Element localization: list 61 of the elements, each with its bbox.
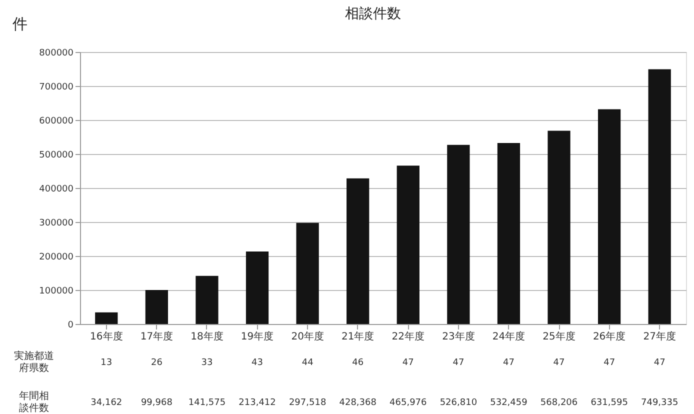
x-tick-label: 22年度 bbox=[392, 330, 425, 342]
bar bbox=[548, 130, 570, 324]
bar bbox=[246, 251, 269, 324]
bar bbox=[497, 142, 520, 324]
bar bbox=[196, 276, 218, 324]
bar bbox=[396, 166, 420, 324]
y-tick-label: 100000 bbox=[39, 286, 74, 296]
data-label: 297,518 bbox=[288, 398, 326, 408]
data-label: 568,206 bbox=[540, 398, 578, 408]
bar bbox=[145, 290, 168, 324]
x-tick-label: 20年度 bbox=[291, 330, 324, 342]
y-tick-label: 600000 bbox=[39, 116, 74, 126]
text: 47 bbox=[452, 358, 464, 368]
text: 47 bbox=[553, 358, 565, 368]
y-tick-label: 300000 bbox=[39, 218, 74, 228]
text: 47 bbox=[604, 358, 616, 368]
text: 年間相談件数 bbox=[19, 390, 49, 414]
data-label: 749,335 bbox=[640, 398, 678, 408]
text: 47 bbox=[503, 358, 514, 368]
data-label: 213,412 bbox=[238, 398, 276, 408]
text: 33 bbox=[201, 358, 213, 368]
x-tick-label: 26年度 bbox=[592, 330, 626, 342]
data-label: 428,368 bbox=[339, 398, 377, 408]
text: 26 bbox=[150, 358, 163, 368]
y-tick-label: 800000 bbox=[39, 48, 74, 58]
data-label: 99,968 bbox=[140, 398, 173, 408]
bar bbox=[648, 69, 671, 324]
x-tick-label: 21年度 bbox=[341, 330, 374, 342]
y-tick-label: 400000 bbox=[39, 184, 74, 194]
text: 13 bbox=[100, 358, 112, 368]
bar bbox=[296, 222, 319, 324]
data-label: 532,459 bbox=[490, 398, 528, 408]
x-tick-label: 27年度 bbox=[643, 330, 676, 342]
data-label: 34,162 bbox=[90, 398, 122, 408]
x-tick-label: 19年度 bbox=[240, 330, 274, 342]
bar bbox=[598, 109, 621, 324]
bar bbox=[346, 178, 370, 324]
x-tick-label: 18年度 bbox=[190, 330, 224, 342]
text: 実施都道府県数 bbox=[14, 350, 54, 374]
data-label: 631,595 bbox=[590, 398, 628, 408]
x-tick-label: 16年度 bbox=[90, 330, 123, 342]
chart-title: 相談件数 bbox=[345, 6, 401, 22]
bar bbox=[95, 312, 118, 324]
x-tick-label: 23年度 bbox=[442, 330, 475, 342]
data-label: 141,575 bbox=[188, 398, 226, 408]
y-tick-label: 700000 bbox=[39, 82, 74, 92]
text: 44 bbox=[302, 358, 314, 368]
data-label: 526,810 bbox=[440, 398, 478, 408]
y-tick-label: 500000 bbox=[39, 150, 74, 160]
text: 47 bbox=[654, 358, 666, 368]
y-tick-label: 200000 bbox=[39, 252, 74, 262]
x-tick-label: 25年度 bbox=[542, 330, 576, 342]
text: 43 bbox=[252, 358, 263, 368]
y-tick-label: 0 bbox=[68, 320, 74, 330]
data-label: 465,976 bbox=[390, 398, 428, 408]
y-axis-title: 件 bbox=[12, 15, 28, 33]
x-tick-label: 24年度 bbox=[492, 330, 526, 342]
x-tick-label: 17年度 bbox=[140, 330, 174, 342]
bar bbox=[447, 144, 470, 324]
text: 46 bbox=[352, 358, 364, 368]
text: 47 bbox=[402, 358, 414, 368]
